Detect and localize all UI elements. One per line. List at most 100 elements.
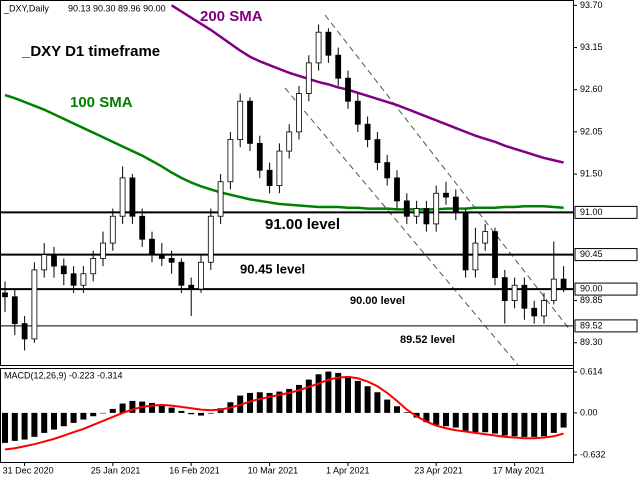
channel-line xyxy=(284,87,519,366)
macd-bar xyxy=(335,372,342,413)
y-tick-label: 89.85 xyxy=(580,295,603,305)
candle-body xyxy=(354,100,361,125)
macd-bar xyxy=(41,412,48,433)
y-tick-label: 93.15 xyxy=(580,42,603,52)
level-tag-label: 90.45 xyxy=(580,249,603,259)
candle-body xyxy=(296,93,302,133)
candle-body xyxy=(394,177,400,202)
x-tick-label: 23 Apr 2021 xyxy=(414,465,463,475)
macd-bar xyxy=(452,412,459,428)
macd-bar xyxy=(531,412,538,437)
y-tick-label: 91.50 xyxy=(580,168,603,178)
macd-bar xyxy=(384,399,391,413)
candle-body xyxy=(158,254,165,259)
candle-body xyxy=(345,77,351,102)
x-tick-label: 16 Feb 2021 xyxy=(169,465,220,475)
candle-body xyxy=(276,150,283,186)
y-tick-label: 0.00 xyxy=(580,407,598,417)
candle-body xyxy=(413,208,420,217)
candle-body xyxy=(21,323,28,340)
candle-body xyxy=(168,258,175,263)
macd-bar xyxy=(286,388,293,413)
candle-body xyxy=(178,261,185,286)
macd-bar xyxy=(403,412,410,413)
macd-bar xyxy=(80,412,87,420)
candle-body xyxy=(90,258,97,275)
macd-bar xyxy=(443,412,449,427)
macd-bar xyxy=(560,412,567,428)
candle-body xyxy=(129,177,136,217)
level-annotation: 91.00 level xyxy=(265,216,340,233)
signal-line xyxy=(4,375,564,451)
candle-body xyxy=(100,242,106,259)
macd-bar xyxy=(2,412,8,443)
candle-body xyxy=(462,212,469,271)
macd-bar xyxy=(276,391,283,413)
price-panel xyxy=(0,0,574,366)
macd-bar xyxy=(119,403,126,413)
sma-label: 100 SMA xyxy=(70,94,133,111)
x-tick-label: 10 Mar 2021 xyxy=(248,465,299,475)
candle-body xyxy=(11,296,18,324)
y-tick-label: 89.30 xyxy=(580,337,603,347)
macd-bar xyxy=(51,412,57,430)
candle-body xyxy=(335,54,342,79)
candle-body xyxy=(521,284,528,309)
macd-bar xyxy=(423,412,430,423)
macd-bar xyxy=(198,412,204,416)
level-tag xyxy=(574,248,638,262)
macd-bar xyxy=(31,412,38,437)
candle-body xyxy=(531,307,538,317)
macd-bar xyxy=(394,406,400,413)
sma-label: 200 SMA xyxy=(200,8,263,25)
candle-body xyxy=(266,169,273,186)
candle-body xyxy=(511,284,518,301)
y-tick-label: 0.614 xyxy=(580,366,603,376)
header-ohlc: 90.13 90.30 89.96 90.00 xyxy=(68,3,166,13)
macd-bar xyxy=(374,392,381,413)
macd-bar xyxy=(296,384,302,413)
macd-bar xyxy=(21,412,28,440)
y-tick-label: 92.60 xyxy=(580,84,603,94)
sma-line xyxy=(4,93,564,211)
level-tag xyxy=(574,205,638,219)
macd-bar xyxy=(109,408,116,413)
macd-bar xyxy=(149,402,155,413)
candle-body xyxy=(492,231,498,278)
macd-bar xyxy=(305,379,312,413)
x-tick-label: 17 May 2021 xyxy=(493,465,545,475)
candle-body xyxy=(452,196,459,213)
level-tag xyxy=(574,319,638,333)
candle-body xyxy=(109,215,116,244)
candle-body xyxy=(541,300,547,317)
macd-bar xyxy=(315,374,322,413)
candle-body xyxy=(374,139,381,163)
candle-body xyxy=(119,177,126,217)
y-tick-label: -0.632 xyxy=(580,449,606,459)
macd-bar xyxy=(60,412,67,427)
macd-bar xyxy=(11,412,18,441)
macd-bar xyxy=(188,412,195,415)
macd-bar xyxy=(158,404,165,413)
macd-bar xyxy=(433,412,440,425)
level-tag-label: 91.00 xyxy=(580,207,603,217)
candle-body xyxy=(198,261,204,290)
candle-body xyxy=(443,192,449,198)
candle-body xyxy=(550,278,557,301)
macd-bar xyxy=(70,412,77,423)
candle-body xyxy=(80,273,87,286)
candle-body xyxy=(41,254,48,271)
candle-body xyxy=(70,273,77,286)
candle-body xyxy=(149,238,155,255)
chart-title: _DXY D1 timeframe xyxy=(21,43,160,60)
macd-bar xyxy=(168,407,175,413)
candle-body xyxy=(237,100,244,140)
candle-body xyxy=(60,265,67,275)
sma-line xyxy=(170,4,564,164)
candle-body xyxy=(139,215,146,240)
macd-bar xyxy=(472,412,479,433)
macd-bar xyxy=(90,412,97,417)
level-annotation: 89.52 level xyxy=(400,334,455,346)
candle-body xyxy=(217,181,224,217)
